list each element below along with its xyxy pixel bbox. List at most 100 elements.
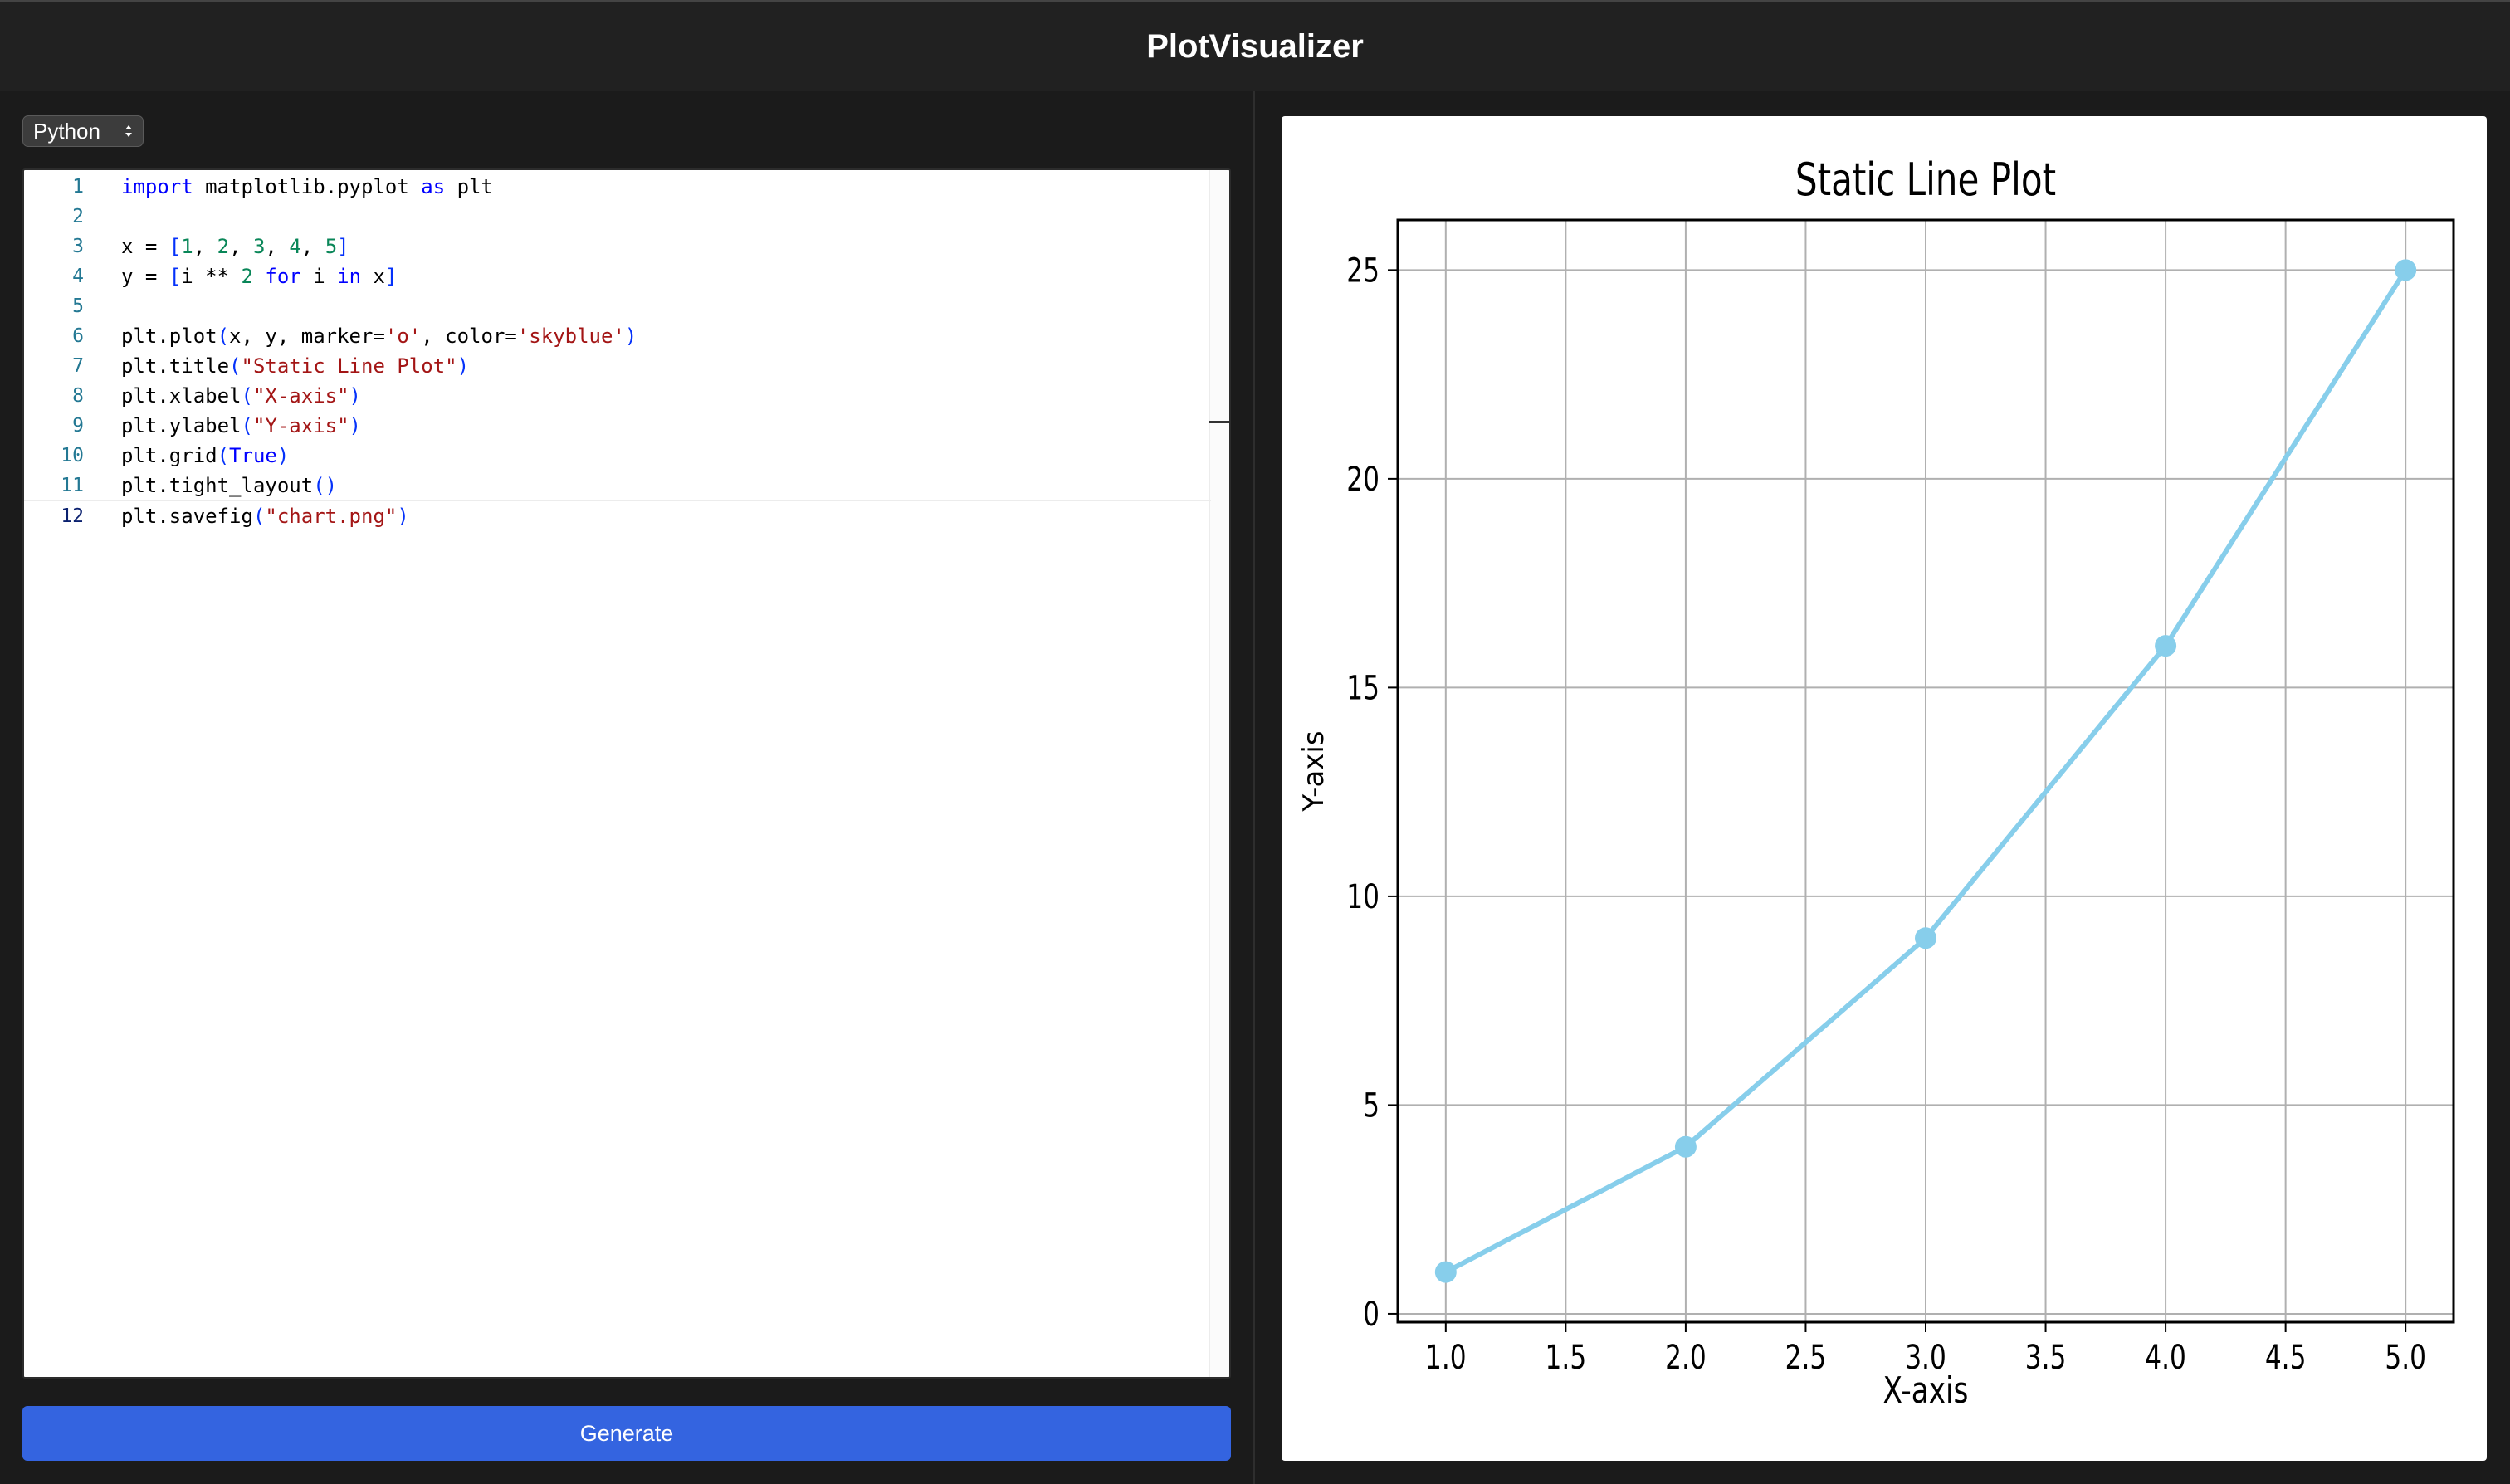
code-token: 'o' [384,325,422,348]
x-tick-label: 5.0 [2385,1339,2426,1377]
code-token: ) [349,414,361,437]
x-tick-label: 1.0 [1425,1339,1467,1377]
code-text: plt.savefig("chart.png") [121,501,409,531]
code-token: "Static Line Plot" [241,354,457,378]
x-tick-label: 3.0 [1905,1339,1946,1377]
line-number: 5 [72,295,84,317]
code-token: y = [121,265,169,288]
code-token: 5 [325,235,338,258]
line-number: 10 [61,445,84,466]
y-tick-label: 20 [1346,461,1380,499]
editor-scrollbar[interactable] [1209,170,1229,1377]
top-bar: PlotVisualizer [0,0,2510,91]
app-title: PlotVisualizer [1146,27,1364,65]
code-token: plt.xlabel [121,384,242,408]
y-tick-label: 10 [1346,878,1380,916]
line-number: 2 [72,206,84,227]
code-token: "chart.png" [265,505,398,528]
x-tick-label: 4.0 [2145,1339,2186,1377]
line-number: 4 [72,266,84,287]
code-token [253,265,265,288]
x-tick-label: 2.5 [1785,1339,1827,1377]
y-tick-label: 5 [1363,1087,1380,1125]
code-line[interactable]: 10 plt.grid(True) [24,441,1211,471]
line-number: 12 [61,505,84,527]
code-line[interactable]: 1 import matplotlib.pyplot as plt [24,172,1211,202]
code-token: [ [168,265,182,288]
line-number: 7 [72,355,84,377]
generate-button[interactable]: Generate [22,1406,1231,1461]
code-token: 2 [217,235,230,258]
code-token: plt [445,175,493,198]
code-token: "X-axis" [252,384,349,408]
code-token: 3 [252,235,266,258]
plot-image: 1.0 1.5 2.0 2.5 3.0 3.5 4.0 4.5 5.0 0 5 10 15 20 25 Sta… [1282,116,2487,1461]
code-token: ) [457,354,470,378]
code-line[interactable]: 2 [24,202,1211,232]
code-token: 1 [181,235,193,258]
code-token: 4 [289,235,301,258]
code-line[interactable]: 7 plt.title("Static Line Plot") [24,351,1211,381]
y-tick-label: 15 [1346,670,1380,708]
x-tick-label: 4.5 [2265,1339,2307,1377]
code-text: plt.plot(x, y, marker='o', color='skyblu… [121,321,637,351]
code-text: plt.ylabel("Y-axis") [121,411,361,441]
code-line[interactable]: 5 [24,291,1211,321]
code-token: , [193,235,217,258]
data-point [2395,259,2417,281]
line-chart: 1.0 1.5 2.0 2.5 3.0 3.5 4.0 4.5 5.0 0 5 10 15 20 25 Sta… [1297,154,2455,1412]
code-token: x, y, marker= [229,325,385,348]
code-token: ( [217,325,230,348]
code-token: i [300,265,338,288]
code-token: ( [241,384,253,408]
code-token: plt.grid [121,444,217,467]
code-token: plt.plot [121,325,217,348]
code-line[interactable]: 12 plt.savefig("chart.png") [24,500,1211,530]
code-token: ( [252,505,266,528]
y-tick-label: 25 [1346,252,1380,290]
code-token: ) [349,384,361,408]
code-token: 'skyblue' [516,325,625,348]
code-token: , color= [421,325,517,348]
code-editor[interactable]: 1 import matplotlib.pyplot as plt 2 3 x = [1… [22,168,1231,1379]
code-token: x [361,265,385,288]
x-axis-label: X-axis [1883,1369,1969,1412]
code-token: x = [121,235,169,258]
code-text: plt.xlabel("X-axis") [121,381,361,411]
code-text: import matplotlib.pyplot as plt [121,172,493,202]
code-token: ( [241,414,253,437]
preview-panel: 1.0 1.5 2.0 2.5 3.0 3.5 4.0 4.5 5.0 0 5 10 15 20 25 Sta… [1255,91,2510,1484]
panel-divider[interactable] [1253,91,1255,1484]
code-line[interactable]: 4 y = [i ** 2 for i in x] [24,261,1211,291]
code-token: ) [624,325,637,348]
language-select[interactable]: Python [22,115,144,147]
code-text: plt.title("Static Line Plot") [121,351,469,381]
code-line[interactable]: 6 plt.plot(x, y, marker='o', color='skybl… [24,321,1211,351]
language-select-value: Python [33,118,100,144]
code-token: ) [397,505,409,528]
editor-panel: Python 1 import matplotlib.pyplot as plt 2… [0,91,1253,1484]
code-text: x = [1, 2, 3, 4, 5] [121,232,349,261]
code-line[interactable]: 8 plt.xlabel("X-axis") [24,381,1211,411]
code-line[interactable]: 9 plt.ylabel("Y-axis") [24,411,1211,441]
code-token: matplotlib.pyplot [193,175,422,198]
data-point [1915,927,1936,949]
code-token: , [229,235,253,258]
data-point [1674,1135,1697,1158]
code-token: ] [337,235,349,258]
x-tick-label: 2.0 [1665,1339,1707,1377]
code-line[interactable]: 11 plt.tight_layout() [24,471,1211,500]
code-text: plt.grid(True) [121,441,289,471]
code-token: True [229,444,277,467]
code-token: ] [384,265,398,288]
chart-title: Static Line Plot [1795,154,2056,206]
code-token: in [337,265,362,288]
code-text: y = [i ** 2 for i in x] [121,261,397,291]
line-number: 6 [72,325,84,347]
code-token: i ** [181,265,242,288]
code-token: , [300,235,325,258]
line-number: 3 [72,236,84,257]
code-token: ( [229,354,242,378]
code-token: () [313,474,338,497]
